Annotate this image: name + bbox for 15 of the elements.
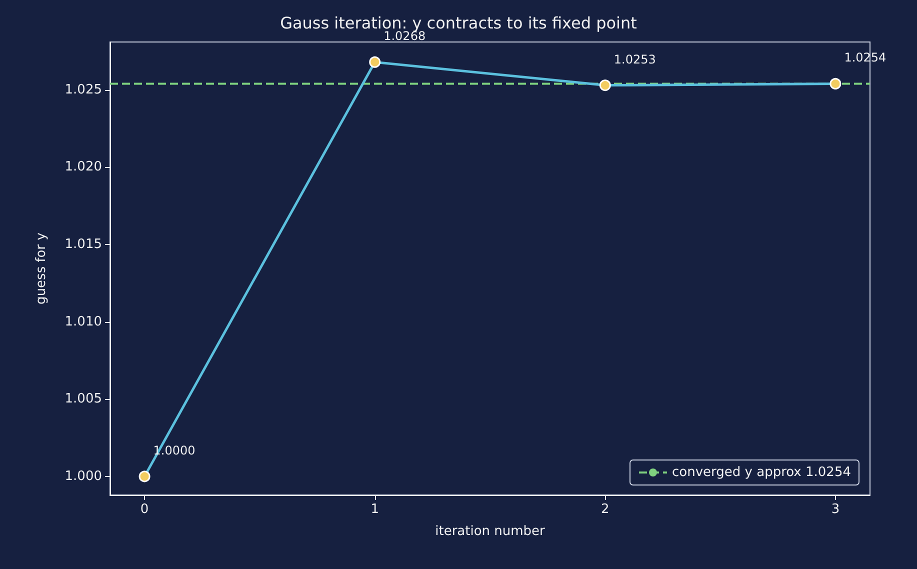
x-axis-title: iteration number — [435, 524, 546, 539]
x-tick-label: 0 — [140, 502, 149, 517]
y-tick-label: 1.010 — [64, 314, 102, 330]
y-tick-label: 1.015 — [64, 237, 102, 252]
y-tick-label: 1.000 — [64, 468, 102, 484]
y-axis-title: guess for y — [34, 232, 49, 304]
legend-label: converged y approx 1.0254 — [672, 465, 852, 480]
chart-title: Gauss iteration: y contracts to its fixed point — [280, 14, 637, 32]
y-tick-label: 1.025 — [64, 82, 102, 98]
y-tick-label: 1.020 — [64, 160, 102, 175]
x-tick-label: 1 — [370, 502, 379, 517]
x-tick-label: 3 — [831, 502, 840, 517]
y-tick-label: 1.005 — [64, 392, 102, 407]
x-tick-label: 2 — [601, 502, 610, 517]
data-label: 1.0253 — [614, 52, 656, 66]
